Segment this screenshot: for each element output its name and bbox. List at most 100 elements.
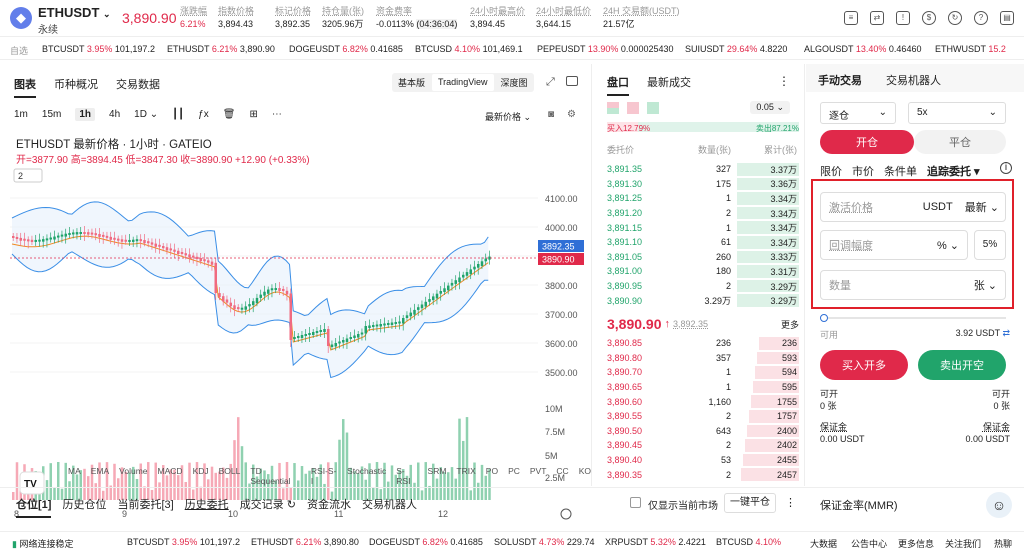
- candle-type-icon[interactable]: ┃┃: [172, 109, 185, 120]
- bid-row[interactable]: 3,890.65 1 595: [607, 380, 799, 395]
- ask-row[interactable]: 3,891.35 327 3.37万: [607, 162, 799, 177]
- precision-select[interactable]: 0.05 ⌄: [750, 101, 790, 114]
- indicator-td[interactable]: TD Sequential: [250, 466, 291, 486]
- sell-short-button[interactable]: 卖出开空: [918, 350, 1006, 380]
- interval-1h[interactable]: 1h: [75, 108, 96, 121]
- leverage-select[interactable]: 5x ⌄: [908, 102, 1006, 124]
- more-link[interactable]: 更多: [780, 319, 799, 330]
- interval-1d[interactable]: 1D ⌄: [134, 109, 159, 120]
- indicator-icon[interactable]: ƒx: [198, 109, 209, 120]
- bid-row[interactable]: 3,890.55 2 1757: [607, 409, 799, 424]
- ticker-item[interactable]: BTCUSD 4.10% 101,469.1: [415, 44, 523, 54]
- tab-recent-trades[interactable]: 最新成交: [647, 77, 691, 89]
- buy-long-button[interactable]: 买入开多: [820, 350, 908, 380]
- indicator-trix[interactable]: TRIX: [456, 466, 476, 476]
- order-type-limit[interactable]: 限价: [820, 166, 842, 178]
- ask-row[interactable]: 3,891.05 260 3.33万: [607, 250, 799, 265]
- indicator-macd[interactable]: MACD: [157, 466, 183, 476]
- tab-orderbook[interactable]: 盘口: [607, 74, 629, 96]
- dollar-icon[interactable]: $: [922, 11, 936, 25]
- view-bids-icon[interactable]: [647, 102, 659, 114]
- interval-1m[interactable]: 1m: [14, 109, 28, 120]
- status-ticker-item[interactable]: BTCUSDT 3.95% 101,197.2: [127, 537, 240, 547]
- view-asks-icon[interactable]: [627, 102, 639, 114]
- indicator-srsi[interactable]: S-RSI: [396, 466, 411, 486]
- bid-row[interactable]: 3,890.45 2 2402: [607, 438, 799, 453]
- close-position-tab[interactable]: 平仓: [914, 130, 1006, 154]
- bid-row[interactable]: 3,890.35 2 2457: [607, 467, 799, 482]
- trash-icon[interactable]: 🗑: [222, 109, 236, 120]
- link-big-data[interactable]: 大数据: [810, 539, 838, 549]
- status-ticker-item[interactable]: DOGEUSDT 6.82% 0.41685: [369, 537, 483, 547]
- indicator-toggle[interactable]: [13, 168, 43, 183]
- callback-rate-input[interactable]: 回调幅度 % ⌄: [820, 230, 968, 260]
- fullscreen-icon[interactable]: ⤢: [546, 76, 555, 88]
- tab-bots[interactable]: 交易机器人: [361, 499, 417, 511]
- ticker-item[interactable]: ETHUSDT 6.21% 3,890.90: [167, 44, 275, 54]
- indicator-kdj[interactable]: KDJ: [192, 466, 209, 476]
- chart-settings-icon[interactable]: [560, 508, 572, 520]
- ticker-item[interactable]: PEPEUSDT 13.90% 0.000025430: [537, 44, 674, 54]
- quantity-input[interactable]: 数量 张 ⌄: [820, 270, 1006, 300]
- bid-row[interactable]: 3,890.80 357 593: [607, 351, 799, 366]
- margin-mode-select[interactable]: 逐仓 ⌄: [820, 102, 896, 124]
- tab-chart[interactable]: 图表: [14, 76, 36, 98]
- view-depth[interactable]: 深度图: [500, 78, 528, 88]
- ticker-item[interactable]: DOGEUSDT 6.82% 0.41685: [289, 44, 403, 54]
- bid-row[interactable]: 3,890.85 236 236: [607, 336, 799, 351]
- order-type-market[interactable]: 市价: [852, 166, 874, 178]
- tab-history-positions[interactable]: 历史仓位: [62, 499, 107, 511]
- tab-fund-flow[interactable]: 资金流水: [306, 499, 351, 511]
- ticker-item[interactable]: BTCUSDT 3.95% 101,197.2: [42, 44, 155, 54]
- ask-row[interactable]: 3,891.30 175 3.36万: [607, 177, 799, 192]
- indicator-ema[interactable]: EMA: [90, 466, 110, 476]
- indicator-pc[interactable]: PC: [508, 466, 520, 476]
- layout-icon[interactable]: ▤: [1000, 11, 1014, 25]
- indicator-volume[interactable]: Volume: [119, 466, 148, 476]
- callback-unit-select[interactable]: % ⌄: [936, 239, 959, 252]
- tab-order-history[interactable]: 历史委托: [184, 499, 229, 511]
- tab-open-orders[interactable]: 当前委托[3]: [117, 499, 174, 511]
- ask-row[interactable]: 3,891.20 2 3.34万: [607, 206, 799, 221]
- indicator-pvt[interactable]: PVT: [529, 466, 547, 476]
- open-position-tab[interactable]: 开仓: [820, 130, 914, 154]
- status-ticker-item[interactable]: SOLUSDT 4.73% 229.74: [494, 537, 595, 547]
- cycle-icon[interactable]: ↻: [948, 11, 962, 25]
- bid-row[interactable]: 3,890.70 1 594: [607, 365, 799, 380]
- callback-preset-button[interactable]: 5%: [974, 230, 1006, 260]
- ask-row[interactable]: 3,890.90 3.29万 3.29万: [607, 293, 799, 308]
- ask-row[interactable]: 3,891.00 180 3.31万: [607, 264, 799, 279]
- price-chart[interactable]: 3892.35 3890.90 4100.00 4000.00 3800.00 …: [0, 128, 592, 528]
- grid-icon[interactable]: ⊞: [249, 109, 258, 120]
- indicator-po[interactable]: PO: [485, 466, 499, 476]
- alert-icon[interactable]: !: [896, 11, 910, 25]
- tab-trade-bot[interactable]: 交易机器人: [886, 75, 941, 87]
- slider-handle[interactable]: [820, 314, 828, 322]
- status-ticker-item[interactable]: BTCUSD 4.10%: [716, 537, 782, 547]
- camera-icon[interactable]: ◙: [548, 109, 555, 120]
- indicator-srm[interactable]: SRM: [427, 466, 447, 476]
- link-chat[interactable]: 热聊: [994, 539, 1013, 549]
- link-follow-us[interactable]: 关注我们: [945, 539, 982, 549]
- status-ticker-item[interactable]: ETHUSDT 6.21% 3,890.80: [251, 537, 359, 547]
- view-basic[interactable]: 基本版: [398, 78, 426, 88]
- tab-trade-data[interactable]: 交易数据: [116, 79, 160, 91]
- indicator-cc[interactable]: CC: [556, 466, 569, 476]
- quantity-slider[interactable]: [820, 314, 1006, 322]
- ask-row[interactable]: 3,891.15 1 3.34万: [607, 220, 799, 235]
- status-ticker-item[interactable]: XRPUSDT 5.32% 2.4221: [605, 537, 706, 547]
- ticker-item[interactable]: SUIUSDT 29.64% 4.8220: [685, 44, 788, 54]
- view-tradingview[interactable]: TradingView: [432, 74, 494, 91]
- link-more-info[interactable]: 更多信息: [898, 539, 935, 549]
- indicator-rsi[interactable]: RSI-S-I: [310, 466, 337, 486]
- interval-15m[interactable]: 15m: [41, 109, 62, 120]
- tab-trade-history[interactable]: 成交记录 ↻: [239, 499, 296, 511]
- support-bot-icon[interactable]: ☺: [986, 492, 1012, 518]
- bid-row[interactable]: 3,890.50 643 2400: [607, 424, 799, 439]
- window-icon[interactable]: [566, 76, 578, 86]
- ask-row[interactable]: 3,891.10 61 3.34万: [607, 235, 799, 250]
- order-type-conditional[interactable]: 条件单: [884, 166, 917, 178]
- ticker-item[interactable]: ALGOUSDT 13.40% 0.46460: [804, 44, 922, 54]
- view-both-icon[interactable]: [607, 102, 619, 114]
- bid-row[interactable]: 3,890.60 1,160 1755: [607, 394, 799, 409]
